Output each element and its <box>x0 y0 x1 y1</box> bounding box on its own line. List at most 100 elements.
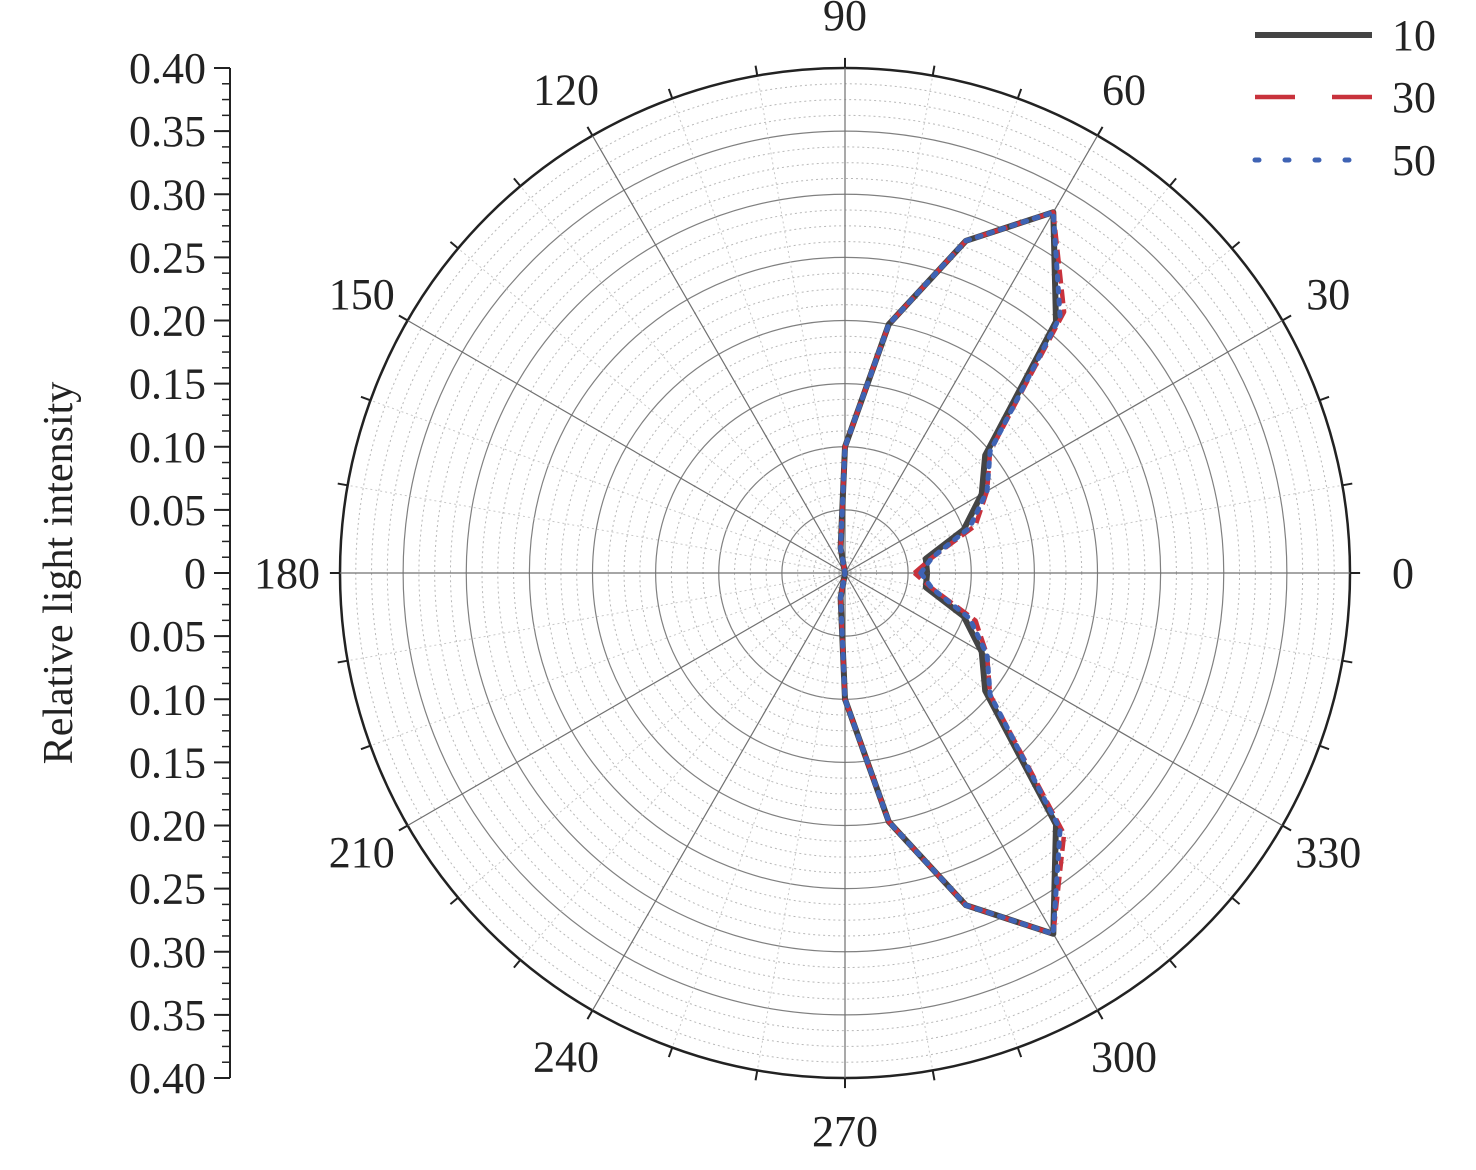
minor-spoke <box>520 185 846 574</box>
angle-tick-mark <box>754 1070 759 1081</box>
minor-spoke <box>844 98 1019 574</box>
minor-spoke <box>844 572 1170 961</box>
minor-spoke <box>457 572 846 898</box>
angle-tick-label: 0 <box>1392 549 1414 598</box>
minor-spoke <box>844 572 1320 747</box>
angle-tick-mark <box>449 241 459 250</box>
angle-tick-label: 30 <box>1306 270 1350 319</box>
major-spoke <box>407 319 846 574</box>
angle-tick-label: 270 <box>812 1107 878 1156</box>
y-axis-title: Relative light intensity <box>36 382 82 765</box>
minor-spoke <box>370 399 846 574</box>
radial-tick-label: 0.40 <box>129 44 206 93</box>
angle-tick-mark <box>1342 482 1353 487</box>
radial-tick-label: 0.30 <box>129 928 206 977</box>
minor-spoke <box>844 75 934 574</box>
minor-spoke <box>370 572 846 747</box>
angle-tick-mark <box>1281 824 1292 832</box>
minor-spoke <box>844 572 1343 662</box>
legend-label: 10 <box>1392 11 1436 60</box>
minor-spoke <box>756 75 846 574</box>
major-spoke <box>591 135 846 574</box>
radial-tick-label: 0.25 <box>129 865 206 914</box>
series-line-50 <box>838 209 1063 937</box>
angle-tick-mark <box>1096 1009 1104 1020</box>
angle-tick-mark <box>1231 896 1241 905</box>
angle-tick-mark <box>1096 126 1104 137</box>
angle-tick-mark <box>667 88 674 99</box>
angle-tick-mark <box>513 177 522 187</box>
radial-tick-label: 0.20 <box>129 297 206 346</box>
angle-tick-mark <box>398 314 409 322</box>
angle-tick-mark <box>1319 395 1330 402</box>
angle-tick-mark <box>360 395 371 402</box>
minor-spoke <box>671 98 846 574</box>
radial-tick-label: 0.10 <box>129 423 206 472</box>
legend-label: 30 <box>1392 73 1436 122</box>
angle-tick-label: 300 <box>1091 1032 1157 1081</box>
minor-spoke <box>347 572 846 662</box>
radial-tick-label: 0.30 <box>129 170 206 219</box>
minor-spoke <box>844 572 934 1071</box>
angle-tick-label: 210 <box>329 828 395 877</box>
minor-spoke <box>844 572 1019 1048</box>
radial-tick-label: 0.05 <box>129 612 206 661</box>
radial-tick-label: 0.40 <box>129 1054 206 1103</box>
angle-tick-mark <box>360 744 371 751</box>
angle-tick-mark <box>337 659 348 664</box>
radial-axis: 0.40 0.35 0.30 0.25 0.20 0.15 0.10 0.05 0 0.05 0.1… <box>129 44 231 1103</box>
minor-spoke <box>520 572 846 961</box>
angle-labels: 0 30 60 90 120 150 180 210 240 270 300 330 <box>254 0 1414 1156</box>
radial-tick-label: 0.20 <box>129 802 206 851</box>
radial-tick-label: 0.05 <box>129 486 206 535</box>
major-spoke <box>844 135 1099 574</box>
radial-tick-label: 0.10 <box>129 675 206 724</box>
angle-tick-label: 180 <box>254 549 320 598</box>
angle-tick-mark <box>1281 314 1292 322</box>
angle-tick-mark <box>1168 177 1177 187</box>
angle-tick-mark <box>667 1047 674 1058</box>
angle-tick-label: 150 <box>329 270 395 319</box>
radial-tick-label: 0.35 <box>129 107 206 156</box>
angle-tick-mark <box>1342 659 1353 664</box>
angle-tick-label: 240 <box>533 1032 599 1081</box>
angle-tick-mark <box>449 896 459 905</box>
minor-spoke <box>756 572 846 1071</box>
major-spoke <box>844 319 1283 574</box>
minor-spoke <box>844 248 1233 574</box>
major-spoke <box>591 572 846 1011</box>
legend: 10 30 50 <box>1252 11 1436 185</box>
radial-tick-label: 0.35 <box>129 991 206 1040</box>
radial-tick-label: 0.25 <box>129 233 206 282</box>
angle-tick-mark <box>337 482 348 487</box>
minor-spoke <box>457 248 846 574</box>
angle-tick-label: 60 <box>1102 66 1146 115</box>
angle-tick-label: 330 <box>1295 828 1361 877</box>
angle-tick-mark <box>513 959 522 969</box>
angle-tick-mark <box>586 1009 594 1020</box>
series-layer <box>837 209 1067 937</box>
minor-spoke <box>347 484 846 574</box>
minor-spoke <box>844 185 1170 574</box>
minor-spoke <box>844 399 1320 574</box>
angle-tick-mark <box>1016 1047 1023 1058</box>
radial-tick-label: 0.15 <box>129 738 206 787</box>
minor-spoke <box>844 572 1233 898</box>
angle-tick-mark <box>931 65 936 76</box>
angle-tick-mark <box>398 824 409 832</box>
angle-tick-label: 120 <box>533 66 599 115</box>
major-spoke <box>844 572 1099 1011</box>
angle-tick-mark <box>931 1070 936 1081</box>
angle-tick-mark <box>1319 744 1330 751</box>
minor-spoke <box>844 484 1343 574</box>
angle-tick-mark <box>1231 241 1241 250</box>
radial-tick-label: 0.15 <box>129 360 206 409</box>
angle-tick-mark <box>1168 959 1177 969</box>
minor-spoke <box>671 572 846 1048</box>
angle-tick-mark <box>754 65 759 76</box>
radial-tick-label: 0 <box>184 549 206 598</box>
angle-tick-label: 90 <box>823 0 867 40</box>
angle-tick-mark <box>1016 88 1023 99</box>
major-spoke <box>844 572 1283 827</box>
